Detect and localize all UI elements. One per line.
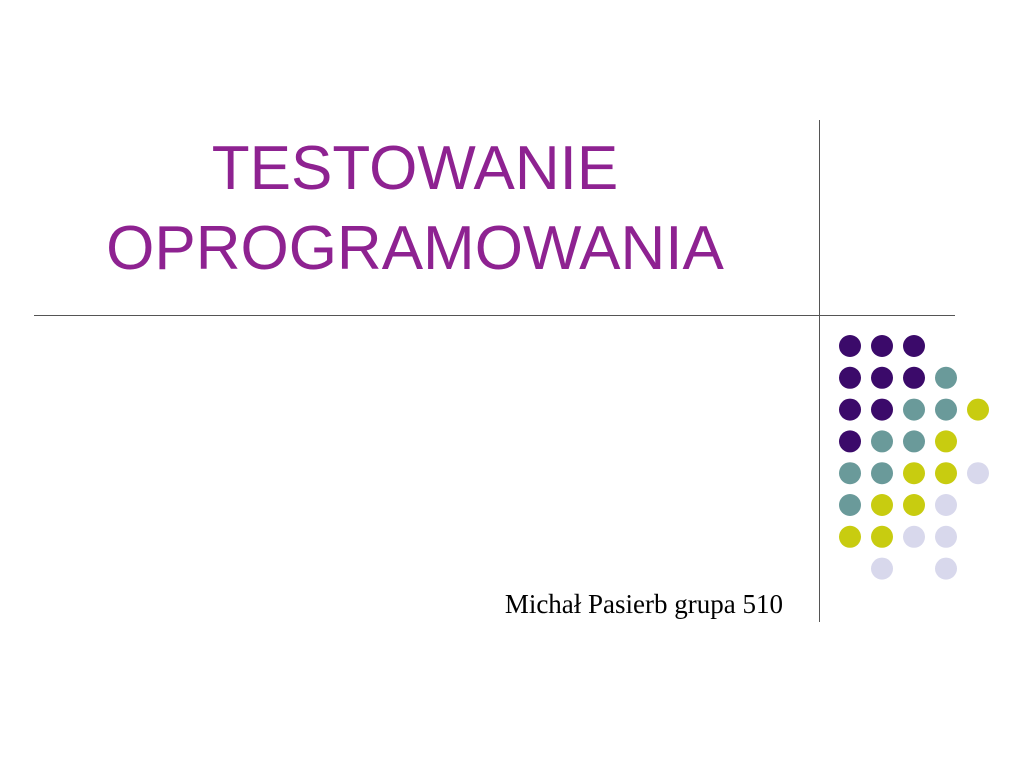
dot	[871, 462, 893, 485]
dot	[839, 398, 861, 421]
dot	[871, 494, 893, 516]
dot	[871, 335, 893, 357]
dot	[871, 430, 893, 453]
dot	[839, 525, 861, 548]
dot	[935, 462, 957, 485]
dot	[935, 430, 957, 453]
dot	[935, 366, 957, 389]
dot-decoration	[839, 335, 989, 580]
dot	[903, 462, 925, 485]
dot	[839, 462, 861, 485]
dot	[967, 462, 989, 485]
dot	[903, 525, 925, 548]
dot	[871, 525, 893, 548]
dot	[903, 494, 925, 516]
subtitle: Michał Pasierb grupa 510	[505, 589, 783, 619]
dot	[871, 557, 893, 580]
dot	[839, 366, 861, 389]
dot	[903, 366, 925, 389]
dot	[903, 430, 925, 453]
dot	[903, 398, 925, 421]
dot	[871, 366, 893, 389]
dot	[967, 398, 989, 421]
dot	[935, 494, 957, 516]
dot	[839, 335, 861, 357]
dot	[935, 557, 957, 580]
title-line: OPROGRAMOWANIA	[106, 214, 724, 283]
title-line: TESTOWANIE	[212, 134, 618, 203]
dot	[839, 494, 861, 516]
dot	[871, 398, 893, 421]
dot	[903, 335, 925, 357]
dot	[935, 525, 957, 548]
dot	[935, 398, 957, 421]
dot	[839, 430, 861, 453]
